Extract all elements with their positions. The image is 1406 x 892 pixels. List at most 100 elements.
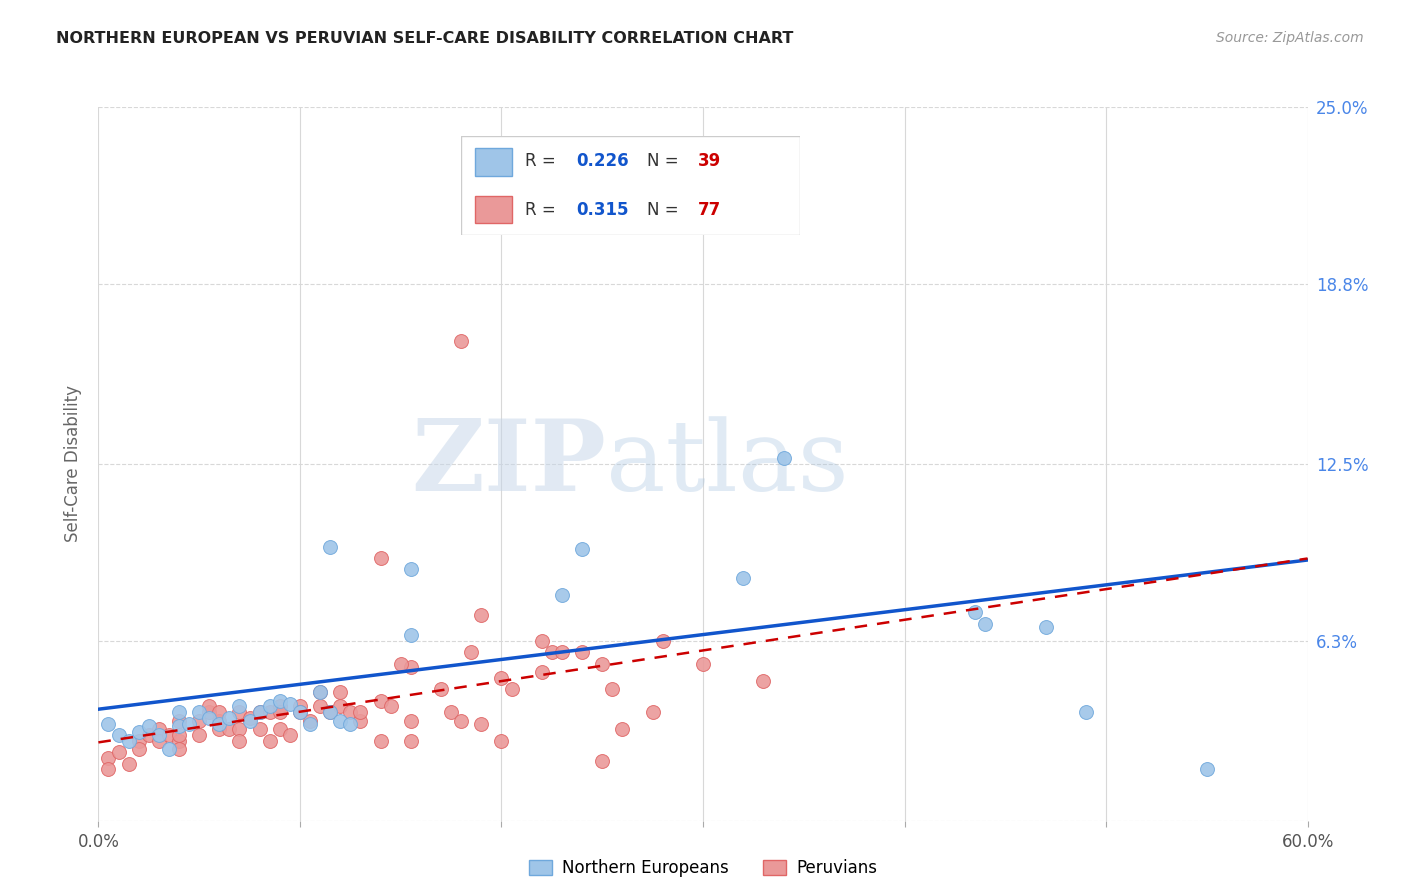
Text: N =: N = [647, 152, 685, 170]
Point [501, 682, 523, 697]
Point [309, 685, 332, 699]
Point [602, 682, 624, 697]
Point [399, 659, 422, 673]
Point [370, 733, 392, 747]
Point [319, 705, 342, 719]
Point [239, 711, 262, 725]
Point [551, 645, 574, 659]
Point [269, 723, 291, 737]
Point [319, 540, 342, 554]
Point [167, 733, 190, 747]
Text: 77: 77 [699, 201, 721, 219]
Point [269, 699, 291, 714]
Point [208, 705, 231, 719]
Point [430, 682, 453, 697]
Point [450, 714, 472, 728]
Text: N =: N = [647, 201, 685, 219]
Text: 39: 39 [699, 152, 721, 170]
Point [128, 742, 150, 756]
Point [118, 733, 141, 747]
Point [208, 723, 231, 737]
Point [259, 699, 281, 714]
Point [148, 723, 170, 737]
Point [167, 714, 190, 728]
Point [309, 685, 332, 699]
Point [399, 714, 422, 728]
Point [399, 628, 422, 642]
Point [551, 588, 574, 602]
Point [591, 657, 613, 671]
Point [249, 705, 271, 719]
Point [249, 723, 271, 737]
Point [228, 733, 250, 747]
Point [329, 685, 352, 699]
Point [269, 694, 291, 708]
Point [389, 657, 412, 671]
Point [208, 716, 231, 731]
Point [167, 728, 190, 742]
Point [188, 728, 211, 742]
Point [228, 705, 250, 719]
Point [198, 699, 221, 714]
Point [450, 334, 472, 348]
Point [491, 733, 513, 747]
Point [218, 723, 240, 737]
Text: ZIP: ZIP [412, 416, 606, 512]
Point [571, 542, 593, 557]
Point [107, 728, 129, 742]
Point [370, 694, 392, 708]
Point [299, 714, 322, 728]
Point [1074, 705, 1097, 719]
Point [470, 608, 492, 623]
Point [188, 714, 211, 728]
Point [167, 719, 190, 733]
Point [167, 742, 190, 756]
Point [138, 728, 160, 742]
Y-axis label: Self-Care Disability: Self-Care Disability [65, 385, 83, 542]
Point [148, 728, 170, 742]
Point [179, 716, 201, 731]
Point [612, 723, 634, 737]
Point [218, 711, 240, 725]
Point [339, 716, 361, 731]
Point [440, 705, 463, 719]
Point [128, 725, 150, 739]
Point [1035, 619, 1057, 633]
Point [974, 616, 997, 631]
Point [591, 754, 613, 768]
Point [188, 705, 211, 719]
Text: Source: ZipAtlas.com: Source: ZipAtlas.com [1216, 31, 1364, 45]
Point [733, 571, 755, 585]
Point [551, 214, 574, 228]
Point [128, 733, 150, 747]
Text: 0.315: 0.315 [576, 201, 628, 219]
Point [138, 719, 160, 733]
Point [167, 705, 190, 719]
Point [541, 645, 564, 659]
Point [380, 699, 402, 714]
Point [148, 733, 170, 747]
Point [752, 673, 775, 688]
Point [470, 716, 492, 731]
Point [349, 705, 371, 719]
Point [198, 711, 221, 725]
Text: NORTHERN EUROPEAN VS PERUVIAN SELF-CARE DISABILITY CORRELATION CHART: NORTHERN EUROPEAN VS PERUVIAN SELF-CARE … [56, 31, 793, 46]
Point [651, 633, 673, 648]
Point [530, 665, 553, 680]
Point [370, 551, 392, 566]
Point [309, 699, 332, 714]
Point [399, 733, 422, 747]
Text: 0.226: 0.226 [576, 152, 628, 170]
Text: R =: R = [526, 201, 561, 219]
Point [460, 645, 482, 659]
Point [965, 605, 987, 619]
Point [239, 714, 262, 728]
Point [118, 756, 141, 771]
Text: atlas: atlas [606, 416, 849, 512]
Point [319, 705, 342, 719]
Point [269, 705, 291, 719]
Point [349, 714, 371, 728]
Point [97, 762, 120, 776]
Point [157, 742, 180, 756]
Point [329, 699, 352, 714]
